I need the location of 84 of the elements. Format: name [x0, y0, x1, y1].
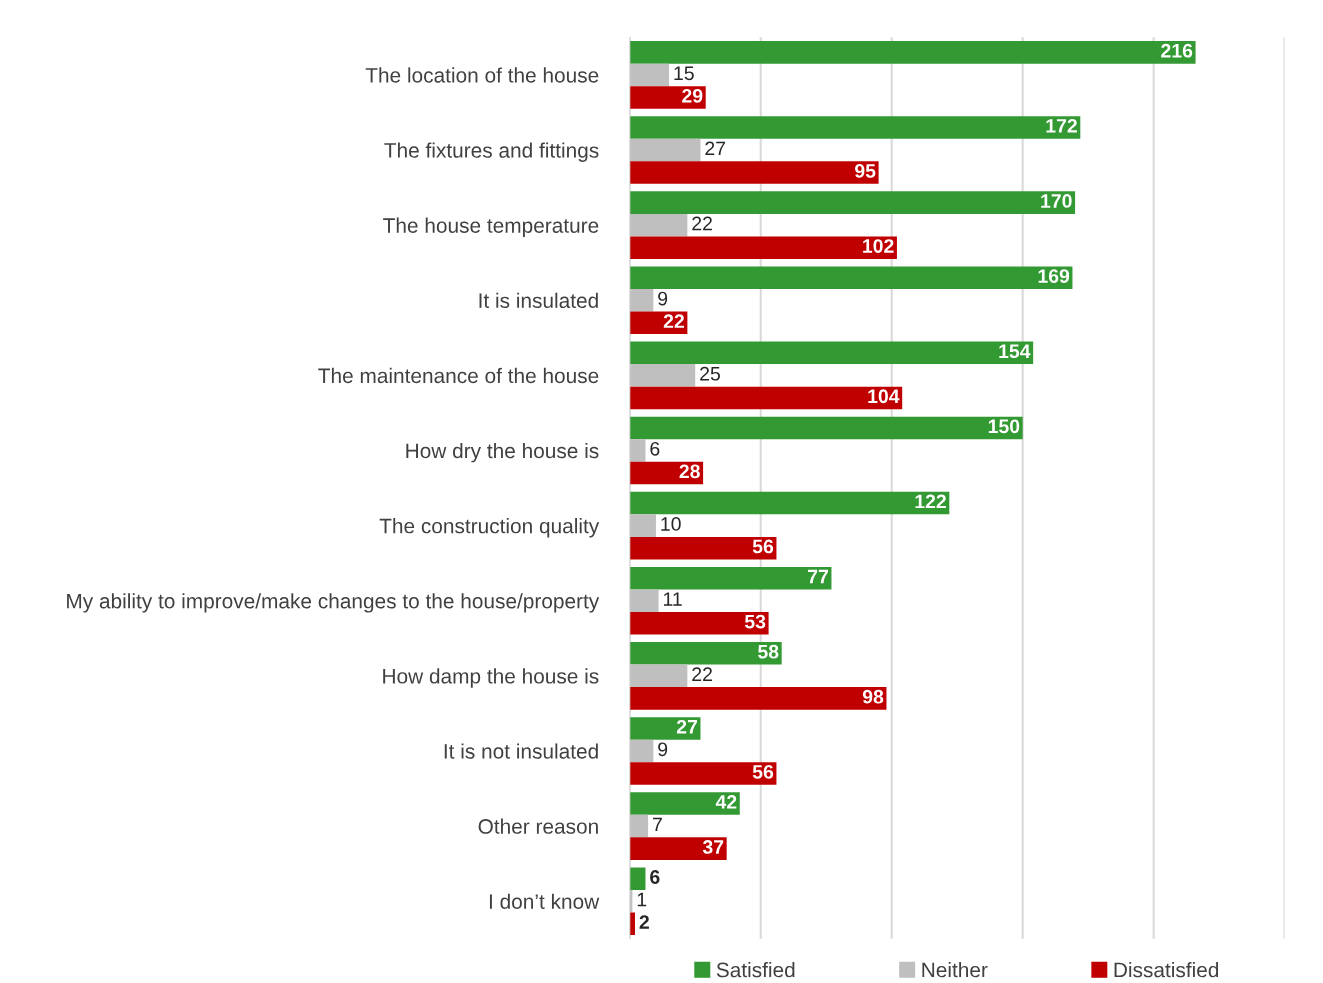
bar — [629, 491, 950, 515]
data-label: 25 — [700, 366, 720, 381]
data-label: 37 — [702, 840, 724, 854]
bar — [629, 867, 646, 890]
y-tick-label: I don’t know — [489, 893, 600, 909]
data-label: 7 — [653, 817, 662, 832]
bar — [629, 739, 654, 763]
data-label: 122 — [915, 494, 946, 509]
bar — [629, 416, 1023, 440]
bar — [629, 814, 649, 838]
bar — [629, 687, 887, 710]
legend-label: Dissatisfied — [1114, 962, 1219, 978]
bar — [629, 439, 646, 462]
bar — [629, 912, 635, 936]
data-label: 169 — [1038, 269, 1070, 283]
data-label: 150 — [988, 419, 1020, 434]
data-label: 2 — [639, 915, 649, 929]
bar — [629, 63, 670, 87]
legend-label: Neither — [922, 962, 988, 978]
bar — [629, 213, 688, 237]
y-tick-label: The house temperature — [383, 217, 599, 238]
data-label: 53 — [744, 614, 766, 629]
data-label: 104 — [868, 389, 900, 404]
y-tick-label: How dry the house is — [406, 442, 599, 463]
data-label: 1 — [637, 892, 647, 907]
y-tick-label: The location of the house — [365, 67, 599, 83]
data-label: 154 — [999, 344, 1031, 359]
data-label: 58 — [758, 644, 779, 659]
bar — [629, 717, 701, 740]
bar — [629, 86, 706, 109]
data-label: 9 — [658, 291, 668, 306]
bar — [629, 386, 903, 410]
y-tick-label: My ability to improve/make changes to the house/property — [67, 593, 600, 613]
bar — [629, 792, 740, 815]
bar — [629, 138, 701, 162]
bar — [629, 612, 769, 635]
bar — [629, 566, 832, 590]
bar — [629, 289, 654, 312]
y-tick-label: The construction quality — [379, 518, 600, 538]
y-tick-label: Other reason — [478, 818, 598, 834]
bar — [629, 364, 696, 387]
bar — [629, 41, 1196, 64]
data-label: 27 — [676, 719, 697, 734]
bar — [629, 266, 1073, 289]
data-label: 15 — [674, 66, 694, 81]
data-label: 77 — [808, 569, 828, 584]
data-label: 56 — [752, 764, 774, 779]
data-label: 216 — [1161, 43, 1193, 58]
bar — [629, 161, 879, 184]
bar — [629, 664, 688, 688]
data-label: 172 — [1046, 118, 1077, 133]
data-label: 9 — [658, 742, 668, 757]
y-tick-label: How damp the house is — [383, 668, 599, 688]
data-label: 42 — [715, 795, 737, 809]
data-label: 22 — [692, 667, 712, 681]
data-label: 28 — [679, 464, 700, 479]
bar — [629, 762, 777, 785]
bar — [629, 116, 1081, 139]
data-label: 56 — [752, 539, 774, 554]
bar — [629, 341, 1034, 365]
data-label: 22 — [663, 314, 684, 328]
data-label: 11 — [663, 592, 682, 606]
data-label: 22 — [692, 216, 712, 231]
data-label: 170 — [1041, 194, 1072, 208]
y-tick-label: The fixtures and fittings — [384, 142, 599, 162]
data-label: 6 — [650, 870, 660, 884]
data-label: 98 — [862, 689, 884, 704]
y-tick-label: It is not insulated — [444, 743, 598, 759]
bar — [629, 236, 897, 259]
bar — [629, 589, 659, 612]
data-label: 29 — [682, 88, 703, 103]
data-label: 6 — [650, 441, 660, 456]
y-tick-label: The maintenance of the house — [318, 367, 599, 384]
data-label: 102 — [863, 239, 894, 253]
y-tick-label: It is insulated — [479, 292, 598, 309]
data-label: 10 — [661, 517, 681, 531]
bar — [629, 642, 782, 665]
bar — [629, 191, 1076, 214]
bar — [629, 837, 727, 860]
data-label: 95 — [855, 164, 876, 178]
data-label: 27 — [705, 141, 726, 156]
bar — [629, 536, 777, 560]
bar — [629, 514, 656, 537]
legend-label: Satisfied — [716, 962, 795, 978]
